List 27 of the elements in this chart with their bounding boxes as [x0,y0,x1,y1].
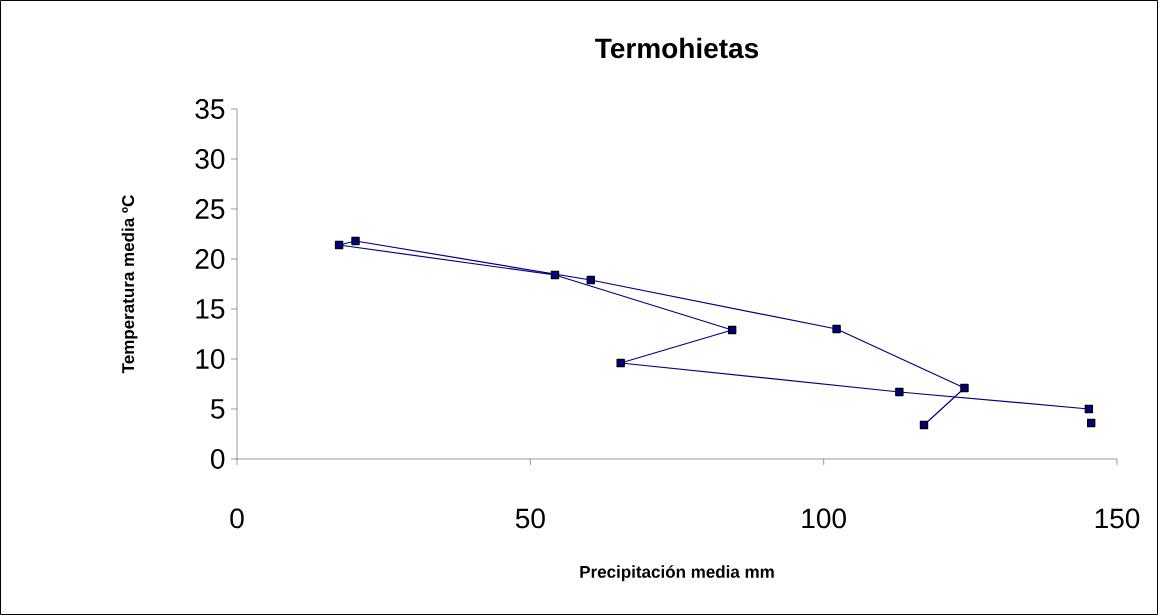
point [960,383,969,393]
y-tick-label: 0 [211,449,225,469]
point [550,270,560,280]
x-axis-title: Precipitación media mm [580,565,774,582]
point [1086,418,1096,428]
point [586,275,595,285]
y-axis-title: Temperatura media ºC [121,195,138,374]
chart-title: Termohietas [595,37,759,59]
x-tick-label: 0 [230,508,244,529]
point [832,324,841,334]
point [919,420,929,430]
point [351,236,360,246]
x-tick-label: 100 [802,508,846,529]
point [616,358,625,368]
point [895,387,904,397]
y-tick-label: 15 [196,299,225,319]
x-tick-label: 150 [1095,508,1140,529]
y-tick-label: 20 [195,249,225,269]
y-tick-label: 25 [195,199,225,219]
point [727,325,737,335]
x-tick-label: 50 [515,508,545,529]
y-tick-label: 30 [195,149,225,169]
point [1084,404,1094,414]
y-tick-label: 35 [195,99,225,119]
y-tick-label: 10 [196,349,225,369]
point [334,240,344,250]
y-tick-label: 5 [211,399,225,419]
